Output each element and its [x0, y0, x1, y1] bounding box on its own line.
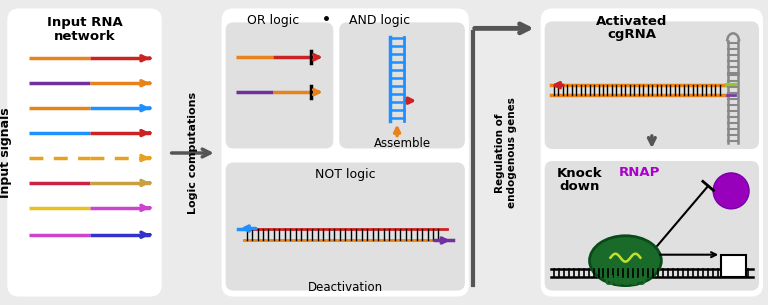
Text: AND logic: AND logic — [349, 14, 409, 27]
FancyBboxPatch shape — [339, 22, 465, 149]
Text: down: down — [559, 180, 600, 193]
Circle shape — [713, 173, 749, 209]
Text: cgRNA: cgRNA — [607, 28, 657, 41]
FancyBboxPatch shape — [226, 22, 333, 149]
FancyBboxPatch shape — [541, 9, 763, 296]
Text: network: network — [54, 30, 115, 43]
FancyBboxPatch shape — [222, 9, 469, 296]
Text: Deactivation: Deactivation — [308, 281, 382, 294]
FancyBboxPatch shape — [545, 161, 759, 291]
Text: Assemble: Assemble — [373, 137, 431, 149]
Text: OR logic: OR logic — [247, 14, 300, 27]
Text: NOT logic: NOT logic — [315, 168, 376, 181]
Text: Regulation of
endogenous genes: Regulation of endogenous genes — [495, 98, 517, 208]
Bar — [721, 255, 746, 277]
Text: Logic computations: Logic computations — [187, 92, 197, 214]
Text: Knock: Knock — [557, 167, 602, 180]
Text: RNAP: RNAP — [619, 166, 660, 179]
FancyBboxPatch shape — [545, 21, 759, 149]
Text: Input RNA: Input RNA — [47, 16, 122, 29]
Ellipse shape — [590, 236, 661, 285]
FancyBboxPatch shape — [7, 9, 162, 296]
Text: Activated: Activated — [596, 16, 667, 28]
Text: dCas9: dCas9 — [604, 274, 647, 288]
Text: Input signals: Input signals — [0, 108, 12, 198]
FancyBboxPatch shape — [226, 163, 465, 291]
